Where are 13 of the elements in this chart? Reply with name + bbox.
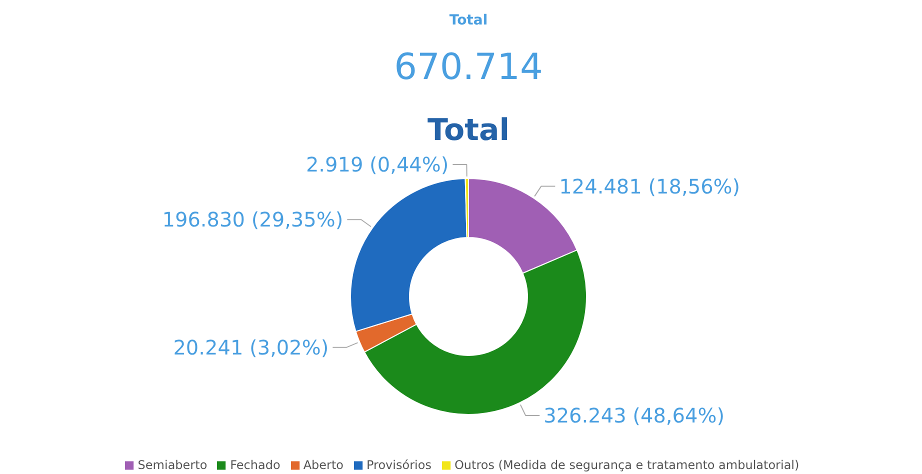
data-label: 2.919 (0,44%) xyxy=(306,152,449,177)
chart-title: Total xyxy=(428,113,510,148)
legend-label: Outros (Medida de segurança e tratamento ambulatorial) xyxy=(454,458,800,472)
legend-label: Fechado xyxy=(230,458,280,472)
data-label: 124.481 (18,56%) xyxy=(559,174,740,198)
data-label: 20.241 (3,02%) xyxy=(173,335,329,360)
text: Total xyxy=(449,12,488,28)
data-label: 326.243 (48,64%) xyxy=(544,404,725,428)
legend-label: Semiaberto xyxy=(138,458,208,472)
legend-label: Aberto xyxy=(303,458,344,472)
text: 670.714 xyxy=(394,47,543,88)
legend-label: Provisórios xyxy=(366,458,432,472)
data-label: 196.830 (29,35%) xyxy=(162,208,344,232)
